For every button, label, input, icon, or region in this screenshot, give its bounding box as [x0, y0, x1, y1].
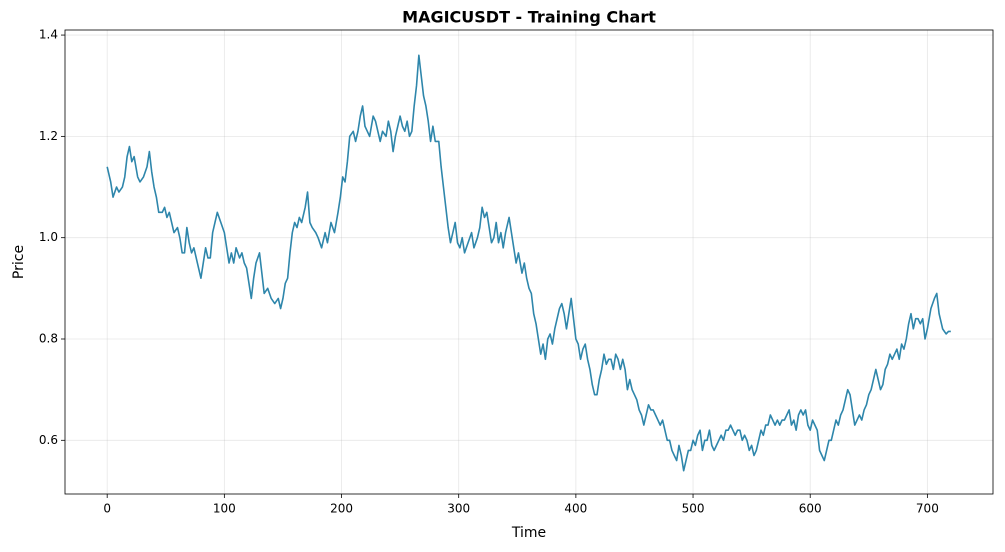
- x-tick-label: 600: [799, 502, 822, 516]
- price-line: [106, 54, 951, 472]
- y-tick-label: 1.0: [39, 230, 58, 244]
- x-tick-label: 700: [916, 502, 939, 516]
- y-tick-label: 1.2: [39, 129, 58, 143]
- x-tick-label: 500: [682, 502, 705, 516]
- x-tick-label: 0: [103, 502, 111, 516]
- x-tick-label: 400: [564, 502, 587, 516]
- chart-title: MAGICUSDT - Training Chart: [402, 8, 656, 27]
- y-tick-label: 1.4: [39, 28, 58, 42]
- y-tick-label: 0.6: [39, 433, 58, 447]
- y-tick-label: 0.8: [39, 331, 58, 345]
- y-axis-label: Price: [11, 245, 27, 279]
- x-tick-label: 200: [330, 502, 353, 516]
- x-tick-label: 300: [447, 502, 470, 516]
- x-tick-label: 100: [213, 502, 236, 516]
- plot-frame: [64, 29, 994, 495]
- x-axis-label: Time: [511, 525, 546, 541]
